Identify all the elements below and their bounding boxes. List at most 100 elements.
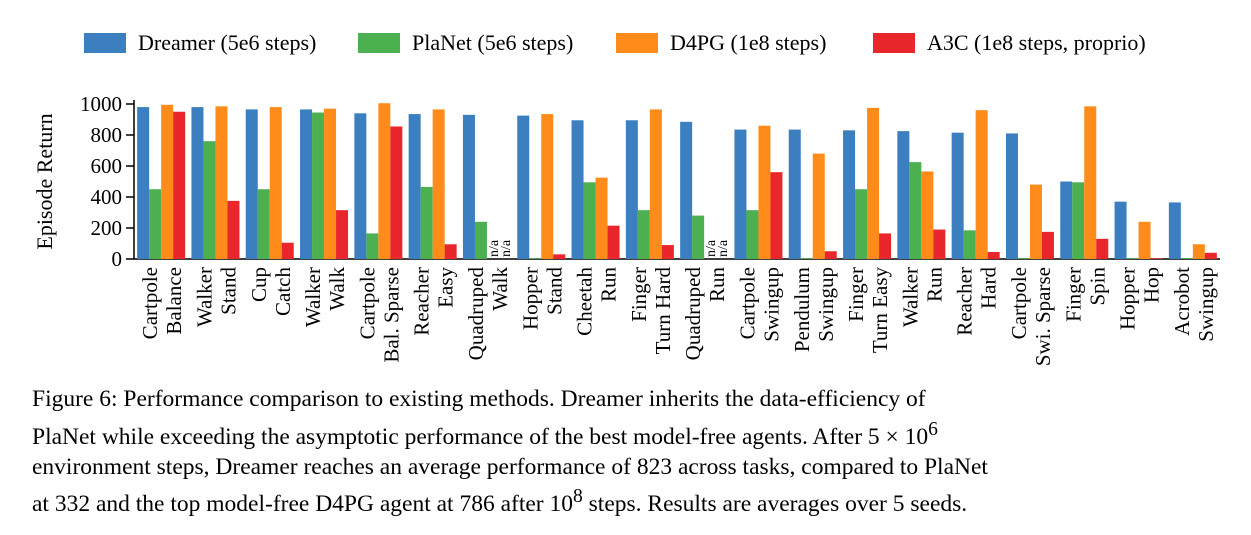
bar-8-0 [571,120,584,260]
bar-19-3 [1204,252,1217,259]
caption-text-4b: steps. Results are averages over 5 seeds… [582,491,968,518]
bar-0-0 [137,107,150,259]
bar-15-3 [987,252,1000,259]
x-tick-label-4-line2: Bal. Sparse [379,267,403,363]
x-tick-label-15-line2: Hard [977,267,1001,309]
x-tick-label-8-line2: Run [597,267,621,303]
caption-line-4: at 332 and the top model-free D4PG agent… [32,482,1222,519]
bar-10-1 [692,215,705,259]
x-tick-label-19-line2: Swingup [1194,267,1218,342]
na-label-6-2: n/a [487,239,502,257]
bar-2-1 [257,189,270,259]
x-tick-label-4-line1: Cartpole [355,267,379,339]
bar-0-3 [173,111,186,259]
na-label-10-3: n/a [716,239,731,257]
bar-0-1 [149,189,162,259]
bar-7-3 [553,254,566,259]
x-tick-label-13-line1: Finger [844,267,868,322]
bar-19-2 [1192,244,1205,259]
legend-swatch-planet [358,33,400,53]
bar-18-3 [1150,258,1163,259]
x-tick-label-1-line2: Stand [216,267,240,315]
bar-18-1 [1126,258,1139,259]
y-tick-label-800: 800 [91,123,123,147]
legend-label-d4pg: D4PG (1e8 steps) [670,30,827,55]
bar-12-2 [812,153,825,259]
bar-3-0 [300,109,313,259]
bar-13-2 [867,107,880,259]
figure-caption: Figure 6: Performance comparison to exis… [32,384,1222,520]
bar-12-0 [788,129,801,259]
bar-5-3 [444,244,457,259]
legend-swatch-dreamer [84,33,126,53]
bar-9-2 [649,109,662,259]
bar-11-1 [746,210,759,259]
x-tick-label-7-line2: Stand [542,267,566,315]
y-tick-label-1000: 1000 [80,92,122,116]
caption-text-4a: at 332 and the top model-free D4PG agent… [32,491,573,518]
bar-15-1 [963,230,976,259]
legend-label-planet: PlaNet (5e6 steps) [412,30,574,55]
bar-4-1 [366,233,379,259]
bar-16-2 [1029,184,1042,259]
bar-9-3 [661,245,674,259]
y-tick-label-400: 400 [91,185,123,209]
bar-14-1 [909,162,922,259]
bar-1-3 [227,200,240,259]
bar-17-1 [1072,182,1085,259]
bar-19-0 [1168,202,1181,259]
caption-line-2: PlaNet while exceeding the asymptotic pe… [32,415,1222,452]
y-tick-label-0: 0 [112,247,123,271]
bar-3-3 [336,210,349,259]
bar-0-2 [161,104,174,260]
caption-text-2: PlaNet while exceeding the asymptotic pe… [32,423,929,450]
bar-4-0 [354,113,367,259]
x-tick-label-2-line1: Cup [247,267,271,302]
x-tick-label-0-line1: Cartpole [138,267,162,339]
bar-7-2 [541,114,554,259]
bar-16-3 [1041,231,1054,259]
bar-4-3 [390,126,403,259]
x-tick-label-15-line1: Reacher [953,267,977,336]
x-tick-label-16-line1: Cartpole [1007,267,1031,339]
x-tick-label-17-line2: Spin [1085,267,1109,306]
bar-8-3 [607,225,620,259]
bar-1-0 [191,107,204,259]
x-tick-label-6-line1: Quadruped [464,267,488,361]
bar-12-3 [824,251,837,259]
bar-1-1 [203,141,216,259]
legend-swatch-a3c [873,33,915,53]
bar-1-2 [215,106,228,259]
legend-item-a3c: A3C (1e8 steps, proprio) [873,28,1146,58]
bar-5-2 [432,109,445,259]
bar-3-1 [312,112,325,260]
legend: Dreamer (5e6 steps) PlaNet (5e6 steps) D… [0,0,1251,70]
x-tick-label-5-line2: Easy [434,267,458,308]
bar-17-2 [1084,106,1097,259]
bar-19-1 [1180,258,1193,259]
x-tick-label-9-line2: Turn Hard [651,267,675,355]
bar-6-0 [462,114,475,259]
x-tick-label-13-line2: Turn Easy [868,267,892,354]
bar-14-0 [897,131,910,259]
bar-11-2 [758,125,771,259]
bar-15-2 [975,110,988,259]
x-tick-label-12-line1: Pendulum [790,267,814,352]
bar-15-0 [951,132,964,259]
bar-8-1 [583,182,596,259]
bar-11-3 [770,172,783,259]
legend-label-a3c: A3C (1e8 steps, proprio) [927,30,1146,55]
bar-17-3 [1096,238,1109,259]
caption-line-1: Figure 6: Performance comparison to exis… [32,384,1222,415]
bar-7-1 [529,258,542,259]
bar-2-0 [245,109,258,259]
bar-16-0 [1005,133,1018,259]
caption-superscript-8: 8 [572,486,583,508]
bar-6-1 [474,221,487,259]
bar-18-0 [1114,201,1127,259]
bar-9-1 [637,210,650,259]
x-tick-label-18-line1: Hopper [1116,267,1140,330]
bar-3-2 [324,108,337,260]
x-tick-label-19-line1: Acrobot [1170,267,1194,336]
y-axis-label: Episode Return [32,113,57,249]
